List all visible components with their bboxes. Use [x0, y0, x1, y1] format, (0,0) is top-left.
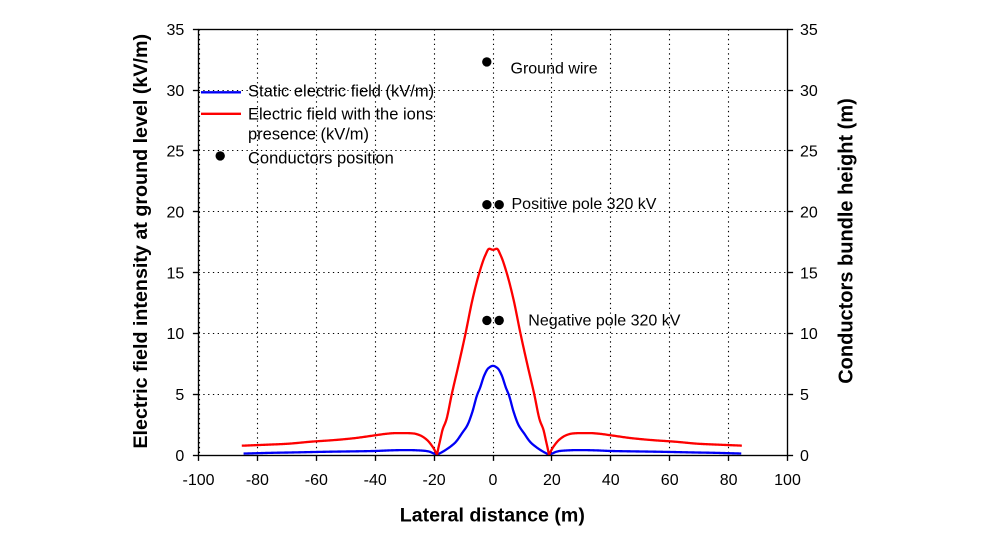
svg-text:80: 80: [720, 472, 738, 489]
svg-text:Static electric field (kV/m): Static electric field (kV/m): [248, 82, 434, 100]
svg-text:-20: -20: [423, 472, 446, 489]
svg-text:15: 15: [167, 265, 185, 282]
svg-text:20: 20: [800, 205, 818, 222]
svg-text:Electric field intensity at gr: Electric field intensity at ground level…: [130, 34, 152, 449]
svg-text:15: 15: [800, 265, 818, 282]
svg-text:Ground wire: Ground wire: [511, 61, 598, 78]
svg-text:-40: -40: [364, 472, 387, 489]
svg-text:Conductors position: Conductors position: [248, 150, 394, 168]
svg-text:25: 25: [800, 144, 818, 161]
svg-text:5: 5: [800, 387, 809, 404]
svg-text:-60: -60: [305, 472, 328, 489]
svg-text:10: 10: [800, 326, 818, 343]
svg-text:Negative pole 320 kV: Negative pole 320 kV: [528, 312, 680, 329]
svg-text:0: 0: [489, 472, 498, 489]
svg-text:Positive pole 320 kV: Positive pole 320 kV: [512, 196, 657, 213]
svg-text:0: 0: [800, 448, 809, 465]
svg-text:100: 100: [774, 472, 801, 489]
svg-text:30: 30: [167, 83, 185, 100]
svg-text:Lateral distance (m): Lateral distance (m): [400, 504, 585, 526]
svg-text:40: 40: [602, 472, 620, 489]
svg-text:30: 30: [800, 83, 818, 100]
svg-text:35: 35: [167, 22, 185, 39]
svg-text:10: 10: [167, 326, 185, 343]
svg-text:5: 5: [175, 387, 184, 404]
svg-text:-100: -100: [182, 472, 214, 489]
svg-text:presence (kV/m): presence (kV/m): [248, 126, 369, 144]
svg-text:-80: -80: [246, 472, 269, 489]
svg-text:Electric field with the ions: Electric field with the ions: [248, 105, 433, 123]
svg-text:0: 0: [175, 448, 184, 465]
svg-text:25: 25: [167, 144, 185, 161]
svg-text:35: 35: [800, 22, 818, 39]
svg-text:Conductors bundle height (m): Conductors bundle height (m): [835, 98, 857, 384]
svg-text:20: 20: [543, 472, 561, 489]
svg-text:20: 20: [167, 205, 185, 222]
svg-text:60: 60: [661, 472, 679, 489]
